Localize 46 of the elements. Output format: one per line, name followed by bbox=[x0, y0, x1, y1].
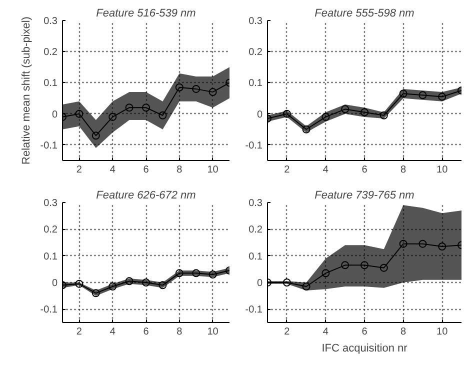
y-axis-title: Relative mean shift (sub-pixel) bbox=[20, 16, 32, 164]
x-tick-label: 8 bbox=[400, 164, 407, 176]
y-tick-label: -0.1 bbox=[40, 140, 58, 152]
y-tick-label: 0.2 bbox=[248, 224, 263, 236]
y-tick-label: 0.3 bbox=[248, 16, 263, 27]
chart-title: Feature 626-672 nm bbox=[96, 190, 196, 202]
x-tick-label: 2 bbox=[76, 164, 82, 176]
y-tick-label: -0.1 bbox=[245, 140, 263, 152]
y-tick-label: 0 bbox=[256, 109, 263, 120]
x-tick-label: 6 bbox=[143, 164, 150, 176]
y-tick-label: 0 bbox=[52, 278, 58, 289]
x-tick-label: 4 bbox=[110, 164, 116, 176]
y-tick-label: -0.1 bbox=[245, 304, 263, 316]
x-tick-label: 6 bbox=[362, 326, 368, 338]
x-tick-label: 6 bbox=[362, 164, 368, 176]
x-tick-label: 6 bbox=[143, 326, 150, 338]
y-tick-label: 0.1 bbox=[44, 78, 58, 90]
x-axis-title: IFC acquisition nr bbox=[322, 342, 408, 354]
x-tick-label: 4 bbox=[110, 326, 116, 338]
y-tick-label: 0.2 bbox=[44, 47, 58, 58]
x-tick-label: 4 bbox=[322, 164, 329, 176]
y-tick-label: -0.1 bbox=[40, 304, 58, 316]
x-tick-label: 10 bbox=[207, 164, 219, 176]
y-tick-label: 0.2 bbox=[44, 224, 58, 236]
y-tick-label: 0.3 bbox=[44, 198, 58, 209]
chart-title: Feature 739-765 nm bbox=[314, 190, 414, 202]
x-tick-label: 2 bbox=[76, 326, 82, 338]
y-tick-label: 0.1 bbox=[44, 251, 58, 262]
chart-title: Feature 516-539 nm bbox=[96, 8, 196, 20]
y-tick-label: 0 bbox=[52, 109, 58, 120]
x-tick-label: 10 bbox=[436, 164, 448, 176]
y-tick-label: 0.3 bbox=[44, 16, 58, 27]
x-tick-label: 8 bbox=[176, 164, 183, 176]
y-tick-label: 0.2 bbox=[248, 47, 263, 58]
y-tick-label: 0.3 bbox=[248, 198, 263, 209]
x-tick-label: 10 bbox=[436, 326, 448, 338]
x-tick-label: 8 bbox=[400, 326, 407, 338]
y-tick-label: 0 bbox=[256, 278, 263, 289]
x-tick-label: 2 bbox=[284, 164, 290, 176]
y-tick-label: 0.1 bbox=[248, 251, 263, 262]
x-tick-label: 8 bbox=[176, 326, 183, 338]
x-tick-label: 4 bbox=[322, 326, 329, 338]
x-tick-label: 10 bbox=[207, 326, 219, 338]
chart-title: Feature 555-598 nm bbox=[314, 8, 414, 20]
y-tick-label: 0.1 bbox=[248, 78, 263, 90]
x-tick-label: 2 bbox=[284, 326, 290, 338]
